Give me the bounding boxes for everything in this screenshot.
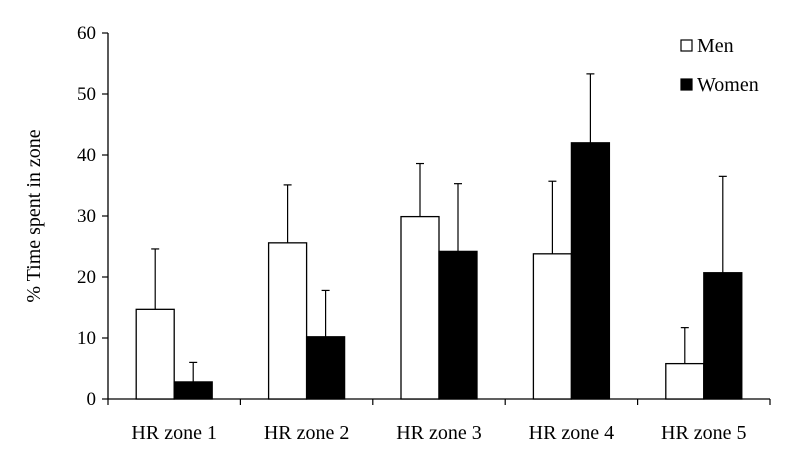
bar-men [135, 308, 175, 400]
error-bars-group [151, 73, 727, 382]
y-tick-label: 40 [77, 145, 96, 166]
legend-swatch-men [680, 39, 693, 52]
bar-women [438, 250, 478, 400]
x-tick-label: HR zone 2 [264, 422, 350, 444]
bar-women [305, 336, 346, 400]
x-axis: HR zone 1 HR zone 2 HR zone 3 HR zone 4 HR z… [107, 398, 771, 444]
y-tick-label: 60 [77, 23, 96, 44]
y-tick-label: 20 [77, 267, 96, 288]
y-axis: 0 10 20 30 40 50 60 [77, 23, 109, 410]
x-tick-label: HR zone 3 [396, 422, 482, 444]
bar-men [665, 362, 705, 400]
y-axis-label: % Time spent in zone [23, 129, 45, 302]
x-tick-label: HR zone 5 [661, 422, 747, 444]
bar-men [267, 242, 308, 400]
legend-swatch-women [680, 78, 693, 91]
y-tick-label: 0 [87, 389, 97, 410]
y-tick-label: 10 [77, 328, 96, 349]
legend: Men Women [680, 35, 759, 96]
legend-label-women: Women [697, 74, 759, 96]
bars-group [135, 142, 743, 400]
y-tick-label: 30 [77, 206, 96, 227]
bar-women [703, 272, 743, 400]
bar-women [570, 142, 611, 400]
x-tick-label: HR zone 4 [529, 422, 615, 444]
y-tick-label: 50 [77, 84, 96, 105]
legend-label-men: Men [697, 35, 734, 57]
bar-women [173, 381, 213, 400]
x-tick-label: HR zone 1 [131, 422, 217, 444]
bar-men [400, 215, 440, 400]
bar-men [532, 253, 573, 400]
